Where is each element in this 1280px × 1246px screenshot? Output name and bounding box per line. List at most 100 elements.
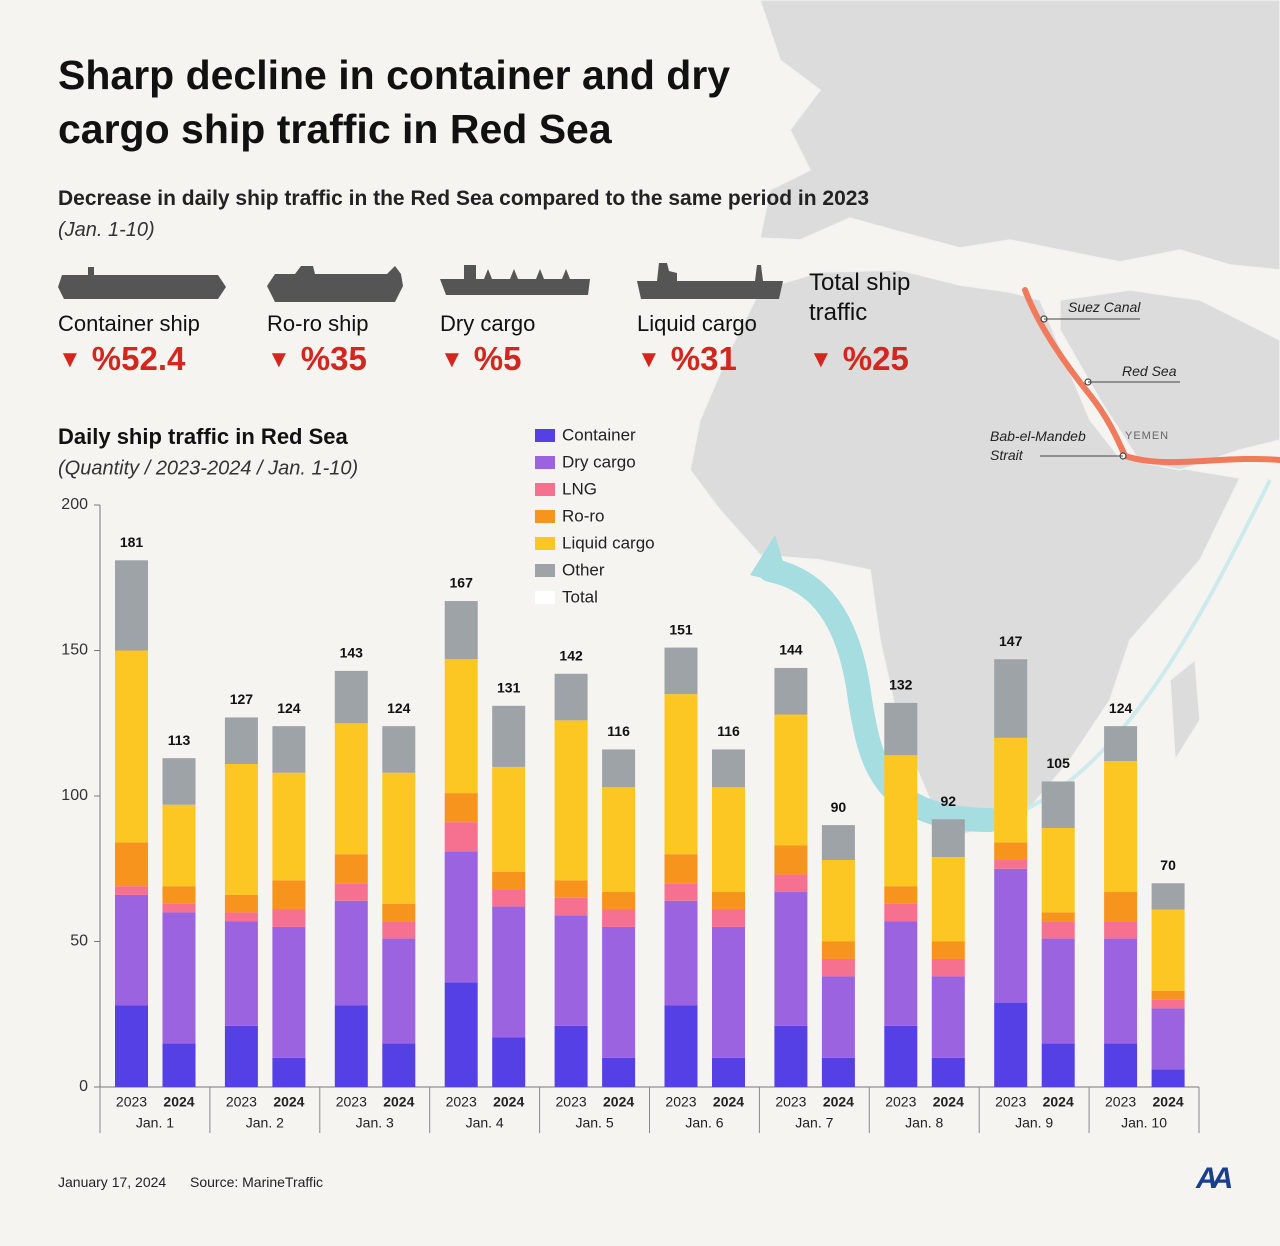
bar-segment xyxy=(334,1005,368,1087)
ship-icon xyxy=(637,263,783,299)
bar-segment xyxy=(712,909,745,927)
group-label: Jan. 7 xyxy=(795,1115,833,1131)
x-tick-label: 2024 xyxy=(933,1094,964,1110)
bar-segment xyxy=(994,842,1028,861)
ship-shape xyxy=(58,267,226,299)
bar-segment xyxy=(1041,1043,1075,1087)
legend-label: LNG xyxy=(562,479,597,498)
map-label: YEMEN xyxy=(1125,430,1169,442)
arabia xyxy=(1059,289,1280,471)
stat-change: %52.4 xyxy=(58,340,186,378)
x-tick-label: 2023 xyxy=(336,1094,367,1110)
legend-label: Container xyxy=(562,425,636,444)
bar-segment xyxy=(712,749,745,788)
bar-segment xyxy=(602,787,636,893)
period: (Jan. 1-10) xyxy=(58,219,155,241)
bar-segment xyxy=(931,857,965,942)
bar-segment xyxy=(382,921,416,939)
bar-segment xyxy=(115,560,148,651)
bar-segment xyxy=(492,705,526,767)
bar-segment xyxy=(444,659,478,794)
bar-segment xyxy=(334,670,368,724)
stat-change: %5 xyxy=(440,340,522,378)
total-label: 127 xyxy=(230,691,254,707)
ship-shape xyxy=(440,265,590,295)
bar-segment xyxy=(931,958,965,977)
bar-segment xyxy=(774,667,808,715)
bar-segment xyxy=(884,702,918,756)
legend-swatch xyxy=(535,591,555,604)
stat-label: Liquid cargo xyxy=(637,311,757,336)
total-label: 105 xyxy=(1047,755,1071,771)
bar-segment xyxy=(492,871,526,890)
bar-segment xyxy=(224,894,258,913)
total-label: 143 xyxy=(340,645,364,661)
bar-segment xyxy=(774,1025,808,1087)
bar-segment xyxy=(334,723,368,855)
bar-segment xyxy=(554,880,588,898)
total-label: 147 xyxy=(999,633,1023,649)
chart-subtitle: (Quantity / 2023-2024 / Jan. 1-10) xyxy=(58,457,358,479)
total-label: 181 xyxy=(120,534,144,550)
bar-segment xyxy=(884,886,918,904)
ship-shape xyxy=(637,263,783,299)
bar-segment xyxy=(884,1025,918,1087)
x-tick-label: 2024 xyxy=(823,1094,854,1110)
bar-segment xyxy=(602,749,636,788)
bar-segment xyxy=(492,766,526,872)
x-tick-label: 2023 xyxy=(995,1094,1026,1110)
bar-segment xyxy=(1104,938,1138,1044)
bar-segment xyxy=(664,900,698,1006)
bar-segment xyxy=(1041,921,1075,939)
bar-segment xyxy=(774,892,808,1026)
bar-segment xyxy=(224,912,258,922)
footer-date: January 17, 2024 xyxy=(58,1174,167,1190)
bar-segment xyxy=(334,883,368,901)
bar-segment xyxy=(444,982,478,1087)
bar-segment xyxy=(492,1037,526,1087)
x-tick-label: 2023 xyxy=(1105,1094,1136,1110)
x-tick-label: 2024 xyxy=(493,1094,524,1110)
legend-swatch xyxy=(535,456,555,469)
bar-segment xyxy=(224,1025,258,1087)
ship-shape xyxy=(267,266,403,302)
x-tick-label: 2024 xyxy=(1153,1094,1184,1110)
bar-segment xyxy=(1104,892,1138,922)
group-label: Jan. 8 xyxy=(905,1115,943,1131)
bar-segment xyxy=(162,1043,196,1087)
total-label: 70 xyxy=(1160,857,1176,873)
total-label: 116 xyxy=(607,723,630,739)
y-tick-label: 50 xyxy=(70,933,88,950)
bar-segment xyxy=(931,819,965,858)
bar-segment xyxy=(1151,990,1185,1000)
bar-segment xyxy=(1104,921,1138,939)
bar-segment xyxy=(931,941,965,959)
bar-segment xyxy=(554,720,588,881)
ship-icon xyxy=(267,266,403,302)
x-tick-label: 2024 xyxy=(163,1094,194,1110)
bar-segment xyxy=(1104,1043,1138,1087)
legend-label: Ro-ro xyxy=(562,506,605,525)
x-tick-label: 2023 xyxy=(775,1094,806,1110)
bar-segment xyxy=(272,1057,306,1087)
bar-segment xyxy=(554,1025,588,1087)
logo: AA xyxy=(1196,1162,1233,1195)
bar-segment xyxy=(994,1002,1028,1087)
legend-label: Liquid cargo xyxy=(562,533,655,552)
bar-segment xyxy=(931,1057,965,1087)
bar-segment xyxy=(931,976,965,1058)
bar-segment xyxy=(602,892,636,910)
stat-change: %31 xyxy=(637,340,737,378)
stat-label: Ro-ro ship xyxy=(267,311,369,336)
bar-segment xyxy=(224,921,258,1026)
total-label: 131 xyxy=(497,679,521,695)
bar-segment xyxy=(774,874,808,893)
bar-segment xyxy=(994,737,1028,843)
x-tick-label: 2024 xyxy=(383,1094,414,1110)
map-label: Red Sea xyxy=(1122,363,1177,379)
stat-label: Container ship xyxy=(58,311,200,336)
bar-segment xyxy=(1151,1008,1185,1070)
bar-segment xyxy=(884,921,918,1026)
